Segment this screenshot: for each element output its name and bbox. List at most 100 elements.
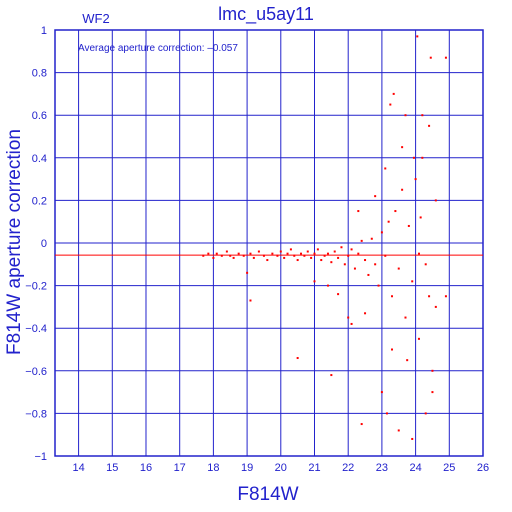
data-point [360,423,363,426]
data-point [316,248,319,251]
data-point [326,284,329,287]
data-point [389,103,392,106]
data-point [333,250,336,253]
data-point [404,114,407,117]
data-point [391,295,394,298]
x-axis-label: F814W [237,484,298,505]
data-point [444,295,447,298]
data-point [411,437,414,440]
data-point [391,348,394,351]
data-point [377,284,380,287]
data-point [394,210,397,213]
data-point [417,252,420,255]
data-point [434,199,437,202]
data-point [429,56,432,59]
data-point [387,220,390,223]
data-point [424,412,427,415]
x-tick-label: 20 [275,462,287,474]
data-point [337,256,340,259]
data-point [242,254,245,257]
x-tick-label: 14 [72,462,84,474]
data-point [232,256,235,259]
chip-label: WF2 [82,11,109,26]
data-point [249,299,252,302]
data-point [397,267,400,270]
data-point [421,114,424,117]
data-point [360,239,363,242]
x-tick-label: 25 [443,462,455,474]
data-point [428,124,431,127]
data-point [283,256,286,259]
data-point [271,252,274,255]
data-point [296,357,299,360]
data-point [215,252,218,255]
x-tick-label: 16 [140,462,152,474]
data-point [313,280,316,283]
y-tick-label: 0.6 [32,110,47,122]
data-point [421,156,424,159]
x-tick-label: 22 [342,462,354,474]
data-point [225,250,228,253]
data-point [350,248,353,251]
data-point [330,261,333,264]
y-tick-label: −0.6 [25,366,47,378]
data-point [384,167,387,170]
data-point [347,254,350,257]
data-point [220,254,223,257]
y-tick-label: −0.8 [25,408,47,420]
data-point [414,178,417,181]
data-point [428,295,431,298]
y-tick-label: 0.4 [32,153,47,165]
data-point [384,254,387,257]
data-point [401,188,404,191]
chart-title: lmc_u5ay11 [218,4,314,25]
x-tick-label: 23 [376,462,388,474]
data-point [246,271,249,274]
data-point [385,412,388,415]
data-point [434,305,437,308]
data-point [419,216,422,219]
x-tick-label: 17 [174,462,186,474]
data-point [252,256,255,259]
x-tick-label: 15 [106,462,118,474]
data-point [417,337,420,340]
data-point [406,359,409,362]
data-point [207,252,210,255]
data-point [350,322,353,325]
data-point [202,254,205,257]
data-point [306,250,309,253]
data-point [296,259,299,262]
data-point [347,316,350,319]
data-point [262,254,265,257]
x-tick-label: 24 [409,462,421,474]
data-point [374,195,377,198]
data-point [392,92,395,95]
data-point [313,252,316,255]
y-tick-label: −1 [34,451,47,463]
data-point [330,374,333,377]
data-point [276,254,279,257]
data-point [310,256,313,259]
average-correction-annotation: Average aperture correction: –0.057 [78,43,238,54]
data-point [320,259,323,262]
data-point [380,391,383,394]
data-point [303,254,306,257]
data-point [212,256,215,259]
y-tick-label: 0.2 [32,195,47,207]
data-point [401,146,404,149]
data-point [289,248,292,251]
x-tick-label: 26 [477,462,489,474]
data-point [257,250,260,253]
data-point [407,224,410,227]
x-tick-label: 19 [241,462,253,474]
data-point [364,312,367,315]
y-tick-label: 0 [41,238,47,250]
x-tick-label: 18 [207,462,219,474]
data-point [404,316,407,319]
data-point [431,369,434,372]
data-point [370,237,373,240]
y-tick-label: −0.4 [25,323,47,335]
data-point [237,252,240,255]
y-tick-label: 1 [41,25,47,37]
x-tick-label: 21 [308,462,320,474]
